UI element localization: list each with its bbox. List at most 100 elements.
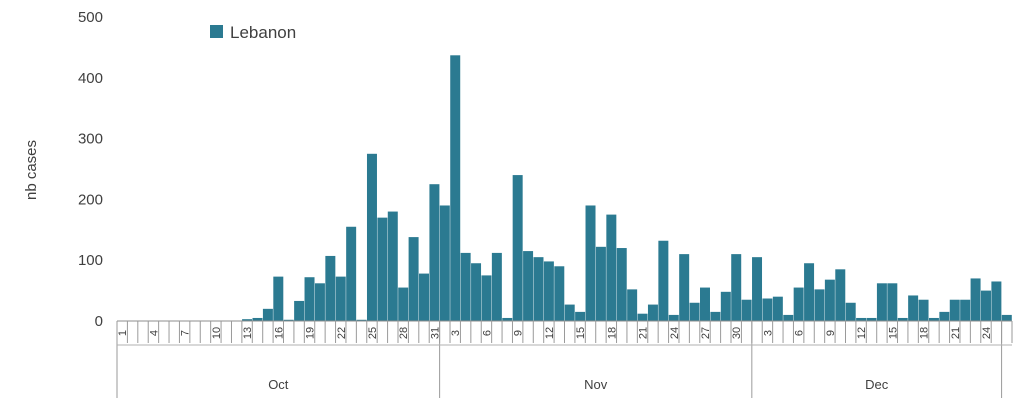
- x-tick-label: 9: [513, 330, 525, 336]
- bar: [523, 251, 534, 321]
- x-tick-label: 18: [606, 327, 618, 339]
- bar: [366, 153, 377, 321]
- x-tick-label: 27: [700, 327, 712, 339]
- bar: [398, 287, 409, 321]
- month-label: Nov: [584, 377, 608, 392]
- y-tick-label: 300: [78, 131, 103, 148]
- bar: [668, 314, 679, 321]
- y-axis-ticks: 0 100 200 300 400 500: [78, 9, 103, 330]
- bar: [824, 279, 835, 321]
- bar: [1001, 314, 1012, 321]
- bar: [242, 319, 253, 321]
- bar: [897, 317, 908, 321]
- bar: [980, 290, 991, 321]
- x-tick-label: 28: [398, 327, 410, 339]
- bar: [866, 317, 877, 321]
- bar: [814, 289, 825, 321]
- bar: [658, 240, 669, 321]
- bar: [689, 302, 700, 321]
- bar: [564, 304, 575, 321]
- bar: [304, 277, 315, 321]
- bar: [762, 298, 773, 321]
- bar: [481, 275, 492, 321]
- bar: [637, 313, 648, 321]
- bar: [585, 205, 596, 321]
- legend: Lebanon: [210, 23, 296, 42]
- x-tick-label: 19: [305, 327, 317, 339]
- x-tick-label: 24: [981, 327, 993, 339]
- bar: [273, 276, 284, 321]
- bar: [752, 257, 763, 321]
- x-tick-label: 4: [148, 330, 160, 336]
- bar: [679, 254, 690, 321]
- x-axis-tick-labels: 1 4 7 10 13 16 19 22 25 28 31 3 6 9 12 15 18 21 24 27 30 3 6 9 1…: [117, 327, 993, 339]
- bar: [512, 175, 523, 321]
- x-tick-label: 6: [481, 330, 493, 336]
- bar: [356, 319, 367, 321]
- x-tick-label: 22: [336, 327, 348, 339]
- bar: [731, 254, 742, 321]
- bar: [575, 311, 586, 321]
- bar: [949, 299, 960, 321]
- x-tick-label: 16: [273, 327, 285, 339]
- bar: [616, 248, 627, 321]
- legend-swatch-lebanon: [210, 25, 223, 38]
- bar: [335, 276, 346, 321]
- bar: [887, 283, 898, 321]
- y-tick-label: 100: [78, 252, 103, 269]
- bar: [908, 295, 919, 321]
- x-tick-label: 9: [825, 330, 837, 336]
- bar: [647, 304, 658, 321]
- bar: [710, 311, 721, 321]
- bar: [793, 287, 804, 321]
- x-axis: [116, 320, 1013, 398]
- y-tick-label: 500: [78, 9, 103, 26]
- y-axis-label: nb cases: [23, 140, 40, 200]
- bar: [835, 269, 846, 321]
- x-tick-label: 24: [669, 327, 681, 339]
- x-tick-label: 13: [242, 327, 254, 339]
- bar: [294, 300, 305, 321]
- bar: [595, 246, 606, 321]
- x-tick-label: 6: [794, 330, 806, 336]
- bar: [471, 263, 482, 321]
- x-tick-label: 15: [887, 327, 899, 339]
- bar: [928, 317, 939, 321]
- bar: [627, 289, 638, 321]
- x-tick-label: 1: [117, 330, 129, 336]
- x-tick-label: 12: [544, 327, 556, 339]
- bar: [720, 291, 731, 321]
- x-tick-label: 21: [638, 327, 650, 339]
- bar: [377, 217, 388, 321]
- bar-series-lebanon: [242, 55, 1012, 322]
- bar: [419, 273, 429, 321]
- y-tick-label: 200: [78, 191, 103, 208]
- bar: [491, 252, 502, 321]
- bar: [450, 55, 461, 322]
- bar: [918, 299, 929, 321]
- bar: [783, 314, 794, 321]
- x-tick-label: 18: [919, 327, 931, 339]
- bar: [804, 263, 815, 321]
- bar: [325, 255, 336, 321]
- bar: [429, 184, 440, 321]
- x-tick-label: 3: [450, 330, 462, 336]
- bar: [856, 317, 867, 321]
- bar: [387, 211, 398, 321]
- y-tick-label: 400: [78, 70, 103, 87]
- x-tick-label: 25: [367, 327, 379, 339]
- bar: [502, 317, 513, 321]
- bar: [700, 287, 710, 321]
- x-tick-label: 10: [211, 327, 223, 339]
- month-labels: Oct Nov Dec: [268, 377, 889, 392]
- bar: [772, 296, 783, 321]
- bar: [314, 283, 325, 321]
- x-tick-label: 7: [180, 330, 192, 336]
- bar: [960, 299, 971, 321]
- bar: [408, 237, 419, 321]
- bar: [543, 261, 554, 321]
- x-tick-label: 21: [950, 327, 962, 339]
- month-label: Oct: [268, 377, 289, 392]
- x-tick-label: 3: [762, 330, 774, 336]
